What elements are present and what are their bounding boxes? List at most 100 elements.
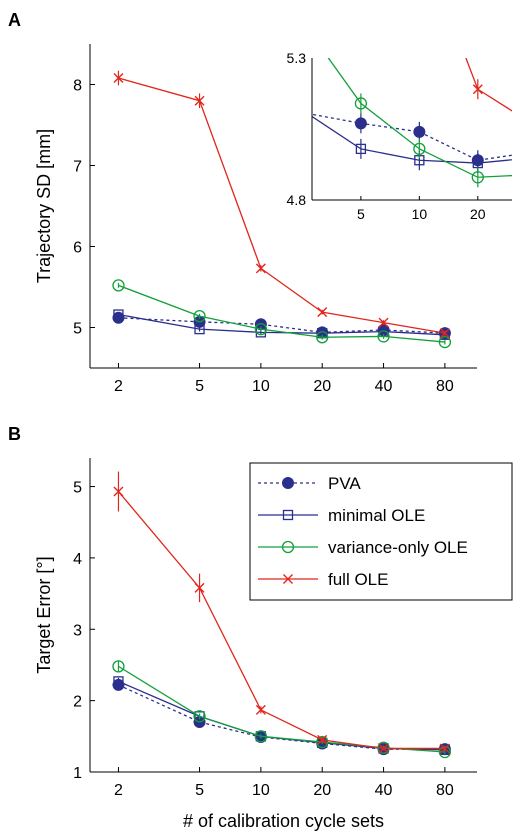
data-point-variance-only-ole-b [193,710,206,723]
inset-data-point-minimal-ole [355,143,367,155]
legend: PVA minimal OLE variance-only OLE full OLE [249,462,513,601]
inset-data-point-full-ole [472,84,483,95]
y-tick-label-b: 4 [73,551,82,568]
data-point-minimal-ole-a [439,329,451,340]
panel-label-a: A [8,10,21,30]
data-point-variance-only-ole-a [438,335,452,349]
x-tick-label-b: 80 [436,782,454,799]
inset-y-tick-label: 4.8 [287,192,307,208]
y-tick-label-b: 2 [73,694,82,711]
series-line-full-ole-b [117,491,445,750]
legend-item-full-ole: full OLE [258,570,388,589]
y-axis-label-b: Target Error [°] [34,556,54,673]
x-axis-label-b: # of calibration cycle sets [183,811,384,831]
series-line-pva-a [118,317,445,334]
inset-data-point-minimal-ole [279,93,288,102]
legend-box [249,462,513,601]
data-point-full-ole-b [378,743,389,754]
inset-data-point-pva [413,125,426,138]
legend-item-variance-only-ole: variance-only OLE [258,538,468,557]
data-point-variance-only-ole-b [316,735,329,749]
series-minimal-ole-b [113,676,451,756]
legend-item-minimal-ole: minimal OLE [258,506,425,525]
inset-data [278,0,512,188]
data-point-full-ole-a [317,307,328,318]
inset-data-point-variance-only-ole [278,0,289,1]
data-point-variance-only-ole-a [112,279,125,292]
inset-x-tick-label: 10 [412,206,428,222]
data-point-full-ole-a [194,95,205,106]
y-tick-label-a: 5 [73,321,82,338]
legend-marker-full-ole [283,574,293,584]
legend-label-variance-only-ole: variance-only OLE [328,538,468,557]
data-point-full-ole-b [255,704,266,715]
x-tick-label-b: 2 [114,782,123,799]
x-tick-label-a: 10 [252,378,270,395]
data-point-full-ole-b [194,582,205,593]
data-point-minimal-ole-b [194,711,205,722]
y-tick-label-b: 3 [73,622,82,639]
data-point-variance-only-ole-a [377,330,390,343]
x-tick-label-a: 5 [195,378,204,395]
inset-y-tick-label: 5.3 [287,50,307,66]
y-tick-label-b: 5 [73,480,82,497]
data-point-variance-only-ole-b [112,660,125,673]
data-point-full-ole-a [113,73,124,84]
panel-label-b: B [8,424,21,444]
inset-data-point-pva [354,117,367,130]
series-pva-b [112,678,451,756]
y-tick-label-a: 7 [73,159,82,176]
chart-panel-b: 1 2 3 4 5 2 5 10 20 40 80 Target Error [°] # of cali… [34,458,477,831]
data-point-full-ole-a [439,328,450,339]
data-point-variance-only-ole-b [254,730,268,743]
data-point-minimal-ole-a [194,323,205,335]
y-tick-label-a: 6 [73,240,82,257]
legend-label-pva: PVA [328,474,361,493]
legend-marker-variance-only-ole [281,540,295,554]
data-point-full-ole-b [439,743,450,754]
data-point-variance-only-ole-a [316,331,329,344]
x-tick-label-a: 80 [436,378,454,395]
series-full-ole-b [113,471,450,754]
x-tick-label-a: 2 [114,378,123,395]
x-tick-label-b: 5 [195,782,204,799]
chart-panel-a: 5 6 7 8 2 5 10 20 40 80 Trajectory SD [mm] [34,44,477,395]
legend-label-full-ole: full OLE [328,570,388,589]
inset-series-line-pva [312,113,512,161]
x-tick-label-b: 40 [375,782,393,799]
data-point-variance-only-ole-a [254,322,268,336]
y-axis-label-a: Trajectory SD [mm] [34,129,54,283]
series-line-variance-only-ole-b [118,665,445,753]
data-point-full-ole-a [378,317,389,328]
inset-data-point-pva [278,104,289,115]
inset-data-point-variance-only-ole [413,142,426,156]
series-line-pva-b [118,684,445,750]
data-point-full-ole-b [317,734,328,745]
y-tick-label-a: 8 [73,78,82,95]
x-tick-label-b: 20 [313,782,331,799]
legend-item-pva: PVA [258,474,361,493]
series-variance-only-ole-a [112,279,452,349]
legend-marker-minimal-ole [282,509,294,521]
series-full-ole-a [113,70,450,339]
inset-series-variance-only-ole [278,0,512,188]
inset-data-point-variance-only-ole [471,171,484,184]
data-point-full-ole-b [113,486,124,497]
legend-marker-pva [282,477,294,489]
inset-data-point-variance-only-ole [354,97,368,110]
legend-label-minimal-ole: minimal OLE [328,506,425,525]
x-tick-label-b: 10 [252,782,270,799]
series-line-minimal-ole-b [118,680,445,751]
data-point-minimal-ole-b [113,676,124,687]
y-tick-label-b: 1 [73,765,82,782]
chart-inset-a: 5.3 4.8 5 10 20 [278,0,512,222]
series-line-variance-only-ole-a [118,284,445,343]
data-point-minimal-ole-a [113,309,124,320]
inset-x-tick-label: 20 [470,206,486,222]
data-point-full-ole-a [255,263,266,274]
inset-series-full-ole [465,58,512,112]
inset-x-tick-label: 5 [357,206,365,222]
x-tick-label-a: 40 [375,378,393,395]
data-point-variance-only-ole-a [193,310,206,323]
